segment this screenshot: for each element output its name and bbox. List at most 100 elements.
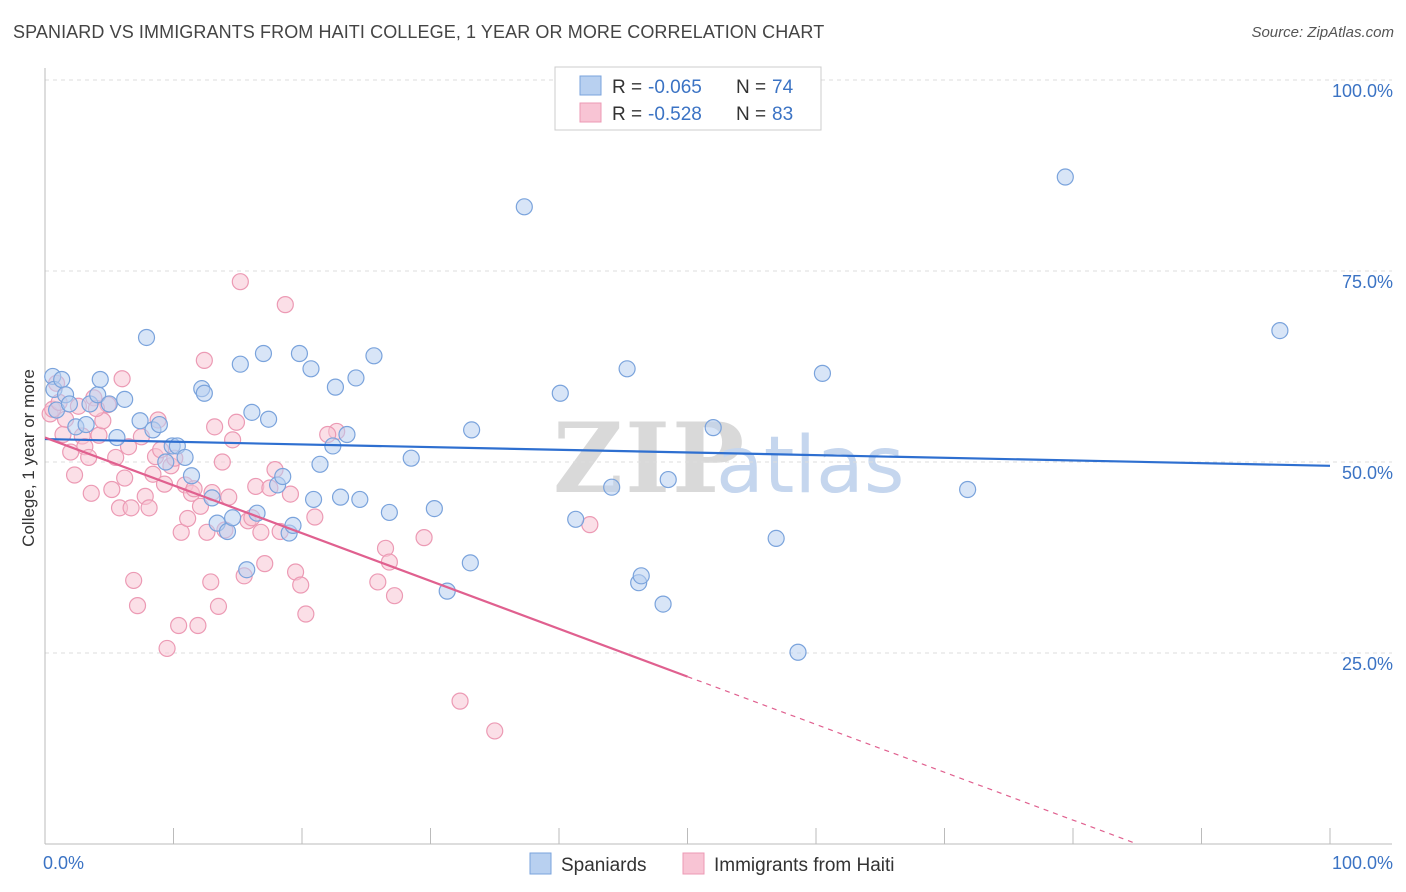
spaniard-point	[654, 595, 672, 613]
spaniard-point	[53, 370, 71, 389]
legend-r-value-1: -0.065	[648, 77, 702, 98]
spaniard-point	[302, 360, 320, 378]
y-tick-label: 50.0%	[1342, 463, 1393, 483]
spaniard-point	[243, 403, 261, 421]
spaniard-point	[60, 395, 79, 413]
spaniard-point	[290, 344, 309, 363]
spaniard-point	[959, 480, 977, 499]
haiti-point	[247, 477, 265, 496]
haiti-point	[202, 573, 220, 591]
spaniard-point	[463, 421, 481, 439]
haiti-point	[128, 597, 147, 615]
haiti-point	[119, 438, 138, 456]
spaniard-point	[77, 415, 95, 434]
spaniard-point	[813, 364, 832, 382]
haiti-point	[281, 485, 300, 503]
spaniard-point	[304, 490, 323, 509]
bottom-legend-swatch-haiti	[682, 852, 705, 875]
haiti-point	[369, 573, 387, 591]
legend-n-label-2: N =	[736, 104, 766, 125]
haiti-point	[189, 616, 207, 635]
y-tick-label: 75.0%	[1342, 272, 1393, 292]
legend-swatch-spaniards	[579, 75, 602, 96]
spaniard-point	[632, 567, 650, 585]
legend-r-label-1: R =	[612, 77, 642, 98]
haiti-point	[103, 480, 121, 499]
watermark-atlas: atlas	[716, 421, 905, 511]
chart-title: SPANIARD VS IMMIGRANTS FROM HAITI COLLEG…	[13, 22, 825, 42]
spaniard-point	[150, 415, 168, 434]
spaniard-point	[659, 470, 677, 489]
spaniard-point	[259, 410, 278, 428]
spaniard-point	[182, 467, 201, 485]
haiti-point	[297, 605, 315, 623]
spaniard-point	[331, 488, 350, 506]
legend-r-value-2: -0.528	[648, 104, 702, 125]
watermark: ZIP atlas	[553, 402, 905, 515]
haiti-point	[82, 484, 100, 502]
x-tick-label-min: 0.0%	[43, 853, 84, 873]
spaniard-point	[224, 509, 242, 527]
spaniard-point	[338, 425, 356, 444]
haiti-point	[116, 469, 134, 487]
haiti-trend-line-extrapolated	[687, 676, 1138, 845]
haiti-point	[140, 499, 158, 517]
x-tick-label-max: 100.0%	[1332, 853, 1393, 873]
haiti-point	[256, 555, 274, 573]
legend-r-label-2: R =	[612, 104, 642, 125]
legend-n-value-2: 83	[772, 104, 793, 125]
spaniard-point	[195, 384, 213, 402]
bottom-legend-spaniards: Spaniards	[561, 855, 647, 876]
spaniard-point	[91, 370, 109, 389]
haiti-point	[451, 692, 469, 710]
spaniard-point	[461, 554, 479, 572]
haiti-point	[65, 466, 84, 484]
chart-source: Source: ZipAtlas.com	[1251, 24, 1394, 41]
spaniard-point	[311, 455, 329, 473]
y-tick-label: 100.0%	[1332, 81, 1393, 101]
y-tick-labels: 25.0% 50.0% 75.0% 100.0%	[1332, 81, 1393, 674]
haiti-point	[306, 508, 324, 526]
haiti-point	[209, 597, 228, 615]
spaniard-point	[365, 347, 383, 365]
legend-swatch-haiti	[579, 102, 602, 123]
spaniard-point	[380, 503, 398, 522]
haiti-point	[415, 529, 433, 547]
axes	[44, 68, 1392, 845]
y-axis-label: College, 1 year or more	[19, 369, 38, 547]
bottom-legend: Spaniards Immigrants from Haiti	[529, 852, 895, 876]
spaniard-point	[231, 355, 249, 373]
haiti-point	[213, 453, 231, 471]
haiti-point	[170, 616, 188, 635]
spaniard-point	[351, 490, 369, 509]
spaniard-point	[238, 561, 256, 579]
spaniard-point	[137, 328, 156, 347]
haiti-point	[227, 413, 246, 431]
trend-lines	[44, 436, 1331, 845]
spaniards-trend-line	[44, 437, 1331, 467]
haiti-point	[486, 722, 504, 740]
spaniard-point	[116, 390, 134, 408]
haiti-point	[158, 639, 176, 658]
haiti-point	[276, 296, 294, 314]
spaniard-point	[551, 384, 569, 402]
haiti-point	[252, 523, 270, 541]
spaniard-point	[347, 369, 365, 387]
spaniard-point	[603, 478, 621, 496]
spaniard-point	[254, 344, 273, 363]
haiti-point	[206, 418, 224, 436]
spaniard-point	[767, 529, 785, 548]
legend: R = -0.065 N = 74 R = -0.528 N = 83	[554, 66, 822, 131]
spaniard-point	[100, 395, 118, 413]
bottom-legend-swatch-spaniards	[529, 852, 552, 875]
haiti-point	[385, 587, 404, 605]
haiti-point	[231, 273, 249, 291]
haiti-point	[224, 431, 242, 449]
spaniard-point	[1271, 321, 1289, 340]
legend-n-label-1: N =	[736, 77, 766, 98]
spaniard-point	[1056, 168, 1074, 186]
haiti-point	[122, 499, 140, 517]
haiti-point	[113, 370, 131, 388]
spaniard-point	[515, 198, 533, 216]
spaniard-point	[425, 500, 443, 518]
